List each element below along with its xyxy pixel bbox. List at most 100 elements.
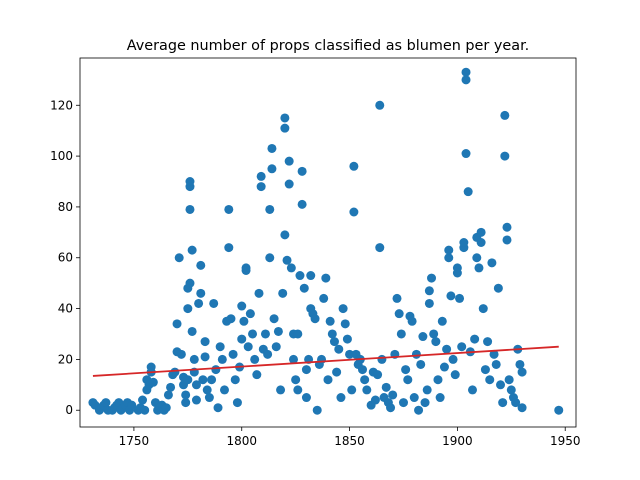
data-point bbox=[427, 273, 437, 283]
data-point bbox=[183, 375, 193, 385]
data-point bbox=[500, 110, 510, 120]
data-point bbox=[431, 337, 441, 347]
data-point bbox=[409, 393, 419, 403]
data-point bbox=[248, 329, 258, 339]
data-point bbox=[500, 151, 510, 161]
data-point bbox=[396, 329, 406, 339]
data-point bbox=[329, 337, 339, 347]
data-point bbox=[435, 393, 445, 403]
data-point bbox=[215, 342, 225, 352]
data-point bbox=[394, 309, 404, 319]
data-point bbox=[349, 161, 359, 171]
data-point bbox=[278, 288, 288, 298]
data-point bbox=[515, 359, 525, 369]
data-point bbox=[140, 405, 150, 415]
data-point bbox=[487, 258, 497, 268]
data-point bbox=[293, 385, 303, 395]
data-point bbox=[450, 370, 460, 380]
y-tick-label: 120 bbox=[50, 98, 73, 112]
data-point bbox=[323, 375, 333, 385]
data-point bbox=[455, 293, 465, 303]
data-point bbox=[200, 337, 210, 347]
data-point bbox=[461, 67, 471, 77]
data-point bbox=[493, 283, 503, 293]
data-point bbox=[502, 235, 512, 245]
data-point bbox=[299, 283, 309, 293]
data-point bbox=[347, 385, 357, 395]
data-point bbox=[183, 304, 193, 314]
data-point bbox=[276, 385, 286, 395]
data-point bbox=[398, 398, 408, 408]
x-axis: 1750 1800 1850 1900 1950 bbox=[119, 427, 580, 448]
data-point bbox=[422, 385, 432, 395]
data-point bbox=[297, 199, 307, 209]
data-point bbox=[483, 337, 493, 347]
trend-line bbox=[92, 345, 559, 377]
data-point bbox=[424, 286, 434, 296]
data-point bbox=[506, 385, 516, 395]
data-point bbox=[452, 268, 462, 278]
data-point bbox=[336, 393, 346, 403]
data-point bbox=[271, 342, 281, 352]
data-point bbox=[416, 359, 426, 369]
data-point bbox=[446, 291, 456, 301]
data-point bbox=[148, 377, 158, 387]
data-point bbox=[191, 380, 201, 390]
data-point bbox=[301, 393, 311, 403]
data-point bbox=[252, 370, 262, 380]
data-point bbox=[187, 245, 197, 255]
data-point bbox=[457, 342, 467, 352]
data-point bbox=[388, 390, 398, 400]
data-point bbox=[202, 385, 212, 395]
data-point bbox=[459, 238, 469, 247]
data-point bbox=[101, 398, 111, 408]
data-point bbox=[375, 243, 385, 253]
data-point bbox=[146, 362, 156, 372]
data-point bbox=[489, 349, 499, 359]
data-point bbox=[269, 314, 279, 324]
data-point bbox=[370, 395, 380, 405]
data-point bbox=[196, 260, 206, 270]
data-point bbox=[224, 204, 234, 214]
data-point bbox=[442, 344, 452, 354]
data-point bbox=[334, 344, 344, 354]
data-point bbox=[373, 370, 383, 380]
data-point bbox=[295, 271, 305, 281]
data-point bbox=[286, 263, 296, 273]
data-point bbox=[219, 385, 229, 395]
data-point bbox=[338, 304, 348, 314]
data-point bbox=[291, 375, 301, 385]
data-point bbox=[414, 405, 424, 415]
data-point bbox=[204, 393, 214, 403]
data-point bbox=[174, 253, 184, 263]
data-point bbox=[476, 238, 486, 247]
data-point bbox=[267, 164, 277, 174]
data-point bbox=[437, 316, 447, 326]
data-point bbox=[392, 293, 402, 303]
data-point bbox=[256, 171, 266, 181]
y-tick-label: 0 bbox=[65, 403, 73, 417]
data-point bbox=[474, 263, 484, 273]
data-point bbox=[407, 316, 417, 326]
data-point bbox=[209, 298, 219, 308]
data-point bbox=[243, 342, 253, 352]
data-point bbox=[217, 354, 227, 364]
data-point bbox=[232, 398, 242, 408]
data-point bbox=[189, 354, 199, 364]
data-point bbox=[345, 349, 355, 359]
data-point bbox=[424, 298, 434, 308]
data-point bbox=[319, 293, 329, 303]
data-point bbox=[461, 75, 471, 85]
data-point bbox=[554, 405, 564, 415]
data-point bbox=[273, 326, 283, 336]
data-point bbox=[485, 375, 495, 385]
data-point bbox=[176, 349, 186, 359]
chart-title: Average number of props classified as bl… bbox=[127, 38, 530, 54]
data-point bbox=[254, 288, 264, 298]
data-point bbox=[191, 395, 201, 405]
data-point bbox=[444, 253, 454, 263]
data-point bbox=[263, 349, 273, 359]
data-point bbox=[342, 334, 352, 344]
plot-frame bbox=[79, 57, 577, 428]
